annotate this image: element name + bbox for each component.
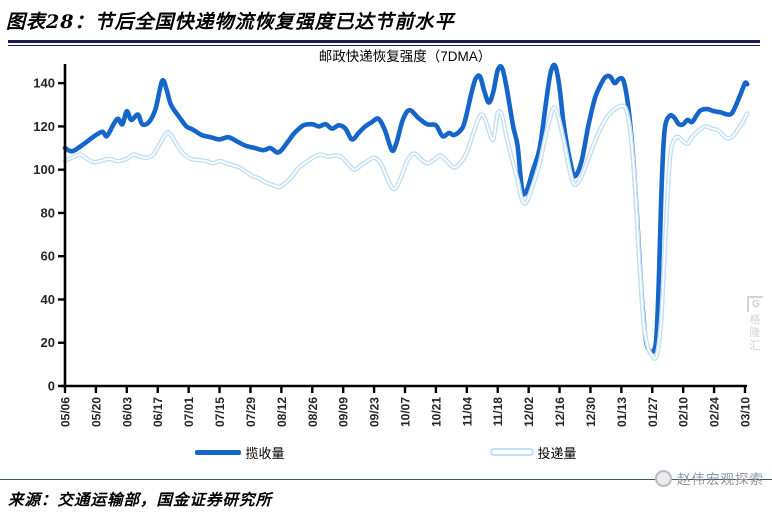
side-watermark-char-1: 格 xyxy=(749,314,761,326)
chart-legend: 揽收量 投递量 xyxy=(0,442,772,462)
x-tick-label: 05/20 xyxy=(89,397,103,427)
x-tick-label: 07/29 xyxy=(244,397,258,427)
source-text: 来源：交通运输部，国金证券研究所 xyxy=(8,490,273,509)
x-tick-label: 08/12 xyxy=(275,397,289,427)
chart-area: 邮政快递恢复强度（7DMA） 0 20 40 60 80 100 120 140 05/06 05… xyxy=(0,46,772,462)
x-tick-label: 02/24 xyxy=(708,397,722,427)
x-tick-label: 06/03 xyxy=(120,397,134,427)
delivery-legend-label: 投递量 xyxy=(537,446,577,462)
delivery-line-swatch xyxy=(489,448,534,456)
page-title: 图表28：节后全国快递物流恢复强度已达节前水平 xyxy=(6,11,455,33)
y-tick-label: 80 xyxy=(41,205,55,220)
side-watermark-char-2: 隆 xyxy=(749,327,761,339)
chart-title: 邮政快递恢复强度（7DMA） xyxy=(319,48,492,64)
x-tick-label: 11/18 xyxy=(491,397,505,427)
side-watermark-char-3: 汇 xyxy=(749,340,761,352)
header-double-rule xyxy=(8,40,760,46)
y-tick-label: 120 xyxy=(33,119,55,134)
y-tick-label: 40 xyxy=(41,292,55,307)
series-lines xyxy=(62,62,750,361)
x-tick-label: 10/07 xyxy=(399,397,413,427)
x-tick-label: 01/13 xyxy=(615,397,629,427)
y-tick-label: 100 xyxy=(33,162,55,177)
side-watermark: G 格 隆 汇 xyxy=(740,296,770,353)
footer-separator-line xyxy=(0,479,772,480)
x-tick-label: 10/21 xyxy=(429,397,443,427)
x-tick-label: 06/17 xyxy=(151,397,165,427)
delivery-series-line xyxy=(62,103,750,361)
delivery-series-line-core xyxy=(64,104,749,360)
x-tick-label: 12/02 xyxy=(522,397,536,427)
axis-tick-labels: 0 20 40 60 80 100 120 140 05/06 05/20 06/03 06/17 07… xyxy=(33,76,752,427)
pickup-series-line xyxy=(62,62,750,355)
x-tick-label: 09/23 xyxy=(368,397,382,427)
y-tick-label: 20 xyxy=(41,335,55,350)
chart-header: 图表28：节后全国快递物流恢复强度已达节前水平 xyxy=(0,0,772,46)
recovery-intensity-chart: 邮政快递恢复强度（7DMA） 0 20 40 60 80 100 120 140 05/06 05… xyxy=(33,48,752,427)
x-tick-label: 12/30 xyxy=(584,397,598,427)
y-tick-label: 0 xyxy=(48,379,55,394)
x-tick-label: 11/04 xyxy=(460,397,474,427)
legend-item-delivery[interactable]: 投递量 xyxy=(489,443,577,462)
pickup-line-swatch xyxy=(195,449,242,455)
x-tick-label: 08/26 xyxy=(306,397,320,427)
x-tick-label: 02/10 xyxy=(677,397,691,427)
y-tick-label: 60 xyxy=(41,249,55,264)
x-tick-label: 03/10 xyxy=(739,397,753,427)
gelonghui-g-icon: G xyxy=(747,296,763,312)
watermark-logo-icon xyxy=(655,469,672,487)
x-tick-label: 05/06 xyxy=(59,397,73,427)
legend-item-pickup[interactable]: 揽收量 xyxy=(195,443,285,462)
x-tick-label: 07/15 xyxy=(213,397,227,427)
x-tick-label: 01/27 xyxy=(646,397,660,427)
watermark-text: 赵伟宏观探索 xyxy=(677,472,764,487)
x-tick-label: 07/01 xyxy=(182,397,196,427)
pickup-legend-label: 揽收量 xyxy=(245,446,285,462)
x-tick-label: 09/09 xyxy=(337,397,351,427)
y-tick-label: 140 xyxy=(33,76,55,91)
bottom-watermark: 赵伟宏观探索 xyxy=(655,468,764,488)
x-tick-label: 12/16 xyxy=(553,397,567,427)
axes xyxy=(58,64,747,393)
source-row: 来源：交通运输部，国金证券研究所 xyxy=(8,488,272,510)
